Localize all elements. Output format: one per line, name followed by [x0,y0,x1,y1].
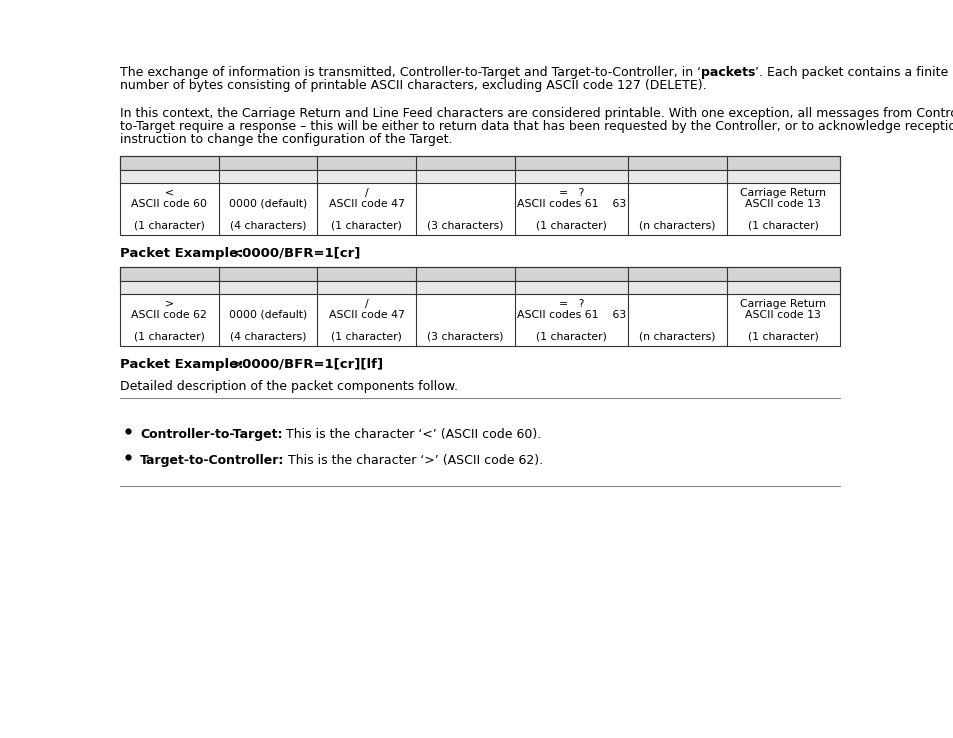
Text: (n characters): (n characters) [639,332,715,342]
Text: Target-to-Controller:: Target-to-Controller: [140,454,284,466]
Text: (1 character): (1 character) [536,221,606,231]
Text: >: > [165,299,173,308]
Bar [120,280,840,294]
Text: ’. Each packet contains a finite: ’. Each packet contains a finite [755,66,947,79]
Text: <: < [165,187,173,198]
Text: packets: packets [700,66,755,79]
Text: This is the character ‘>’ (ASCII code 62).: This is the character ‘>’ (ASCII code 62… [284,454,543,466]
Bar [120,183,840,235]
Text: (3 characters): (3 characters) [427,221,503,231]
Text: instruction to change the configuration of the Target.: instruction to change the configuration … [120,134,452,147]
Text: ASCII codes 61    63: ASCII codes 61 63 [517,310,625,320]
Text: ASCII code 13: ASCII code 13 [744,310,821,320]
Bar [120,266,840,345]
Text: The exchange of information is transmitted, Controller-to-Target and Target-to-C: The exchange of information is transmitt… [120,66,700,79]
Text: 0000 (default): 0000 (default) [229,199,307,209]
Text: =   ?: = ? [558,299,583,308]
Text: ASCII code 13: ASCII code 13 [744,199,821,209]
Text: ASCII code 47: ASCII code 47 [328,310,404,320]
Text: (4 characters): (4 characters) [230,332,306,342]
Text: =   ?: = ? [558,187,583,198]
Text: (1 character): (1 character) [536,332,606,342]
Text: to-Target require a response – this will be either to return data that has been : to-Target require a response – this will… [120,120,953,133]
Text: (1 character): (1 character) [747,221,818,231]
Text: Detailed description of the packet components follow.: Detailed description of the packet compo… [120,380,457,393]
Bar [120,156,840,170]
Text: /: / [364,187,368,198]
Text: number of bytes consisting of printable ASCII characters, excluding ASCII code 1: number of bytes consisting of printable … [120,80,706,92]
Text: This is the character ‘<’ (ASCII code 60).: This is the character ‘<’ (ASCII code 60… [282,428,541,441]
Text: 0000 (default): 0000 (default) [229,310,307,320]
Text: (4 characters): (4 characters) [230,221,306,231]
Text: ASCII code 47: ASCII code 47 [328,199,404,209]
Text: Packet Example:: Packet Example: [120,358,243,370]
Text: (1 character): (1 character) [331,332,401,342]
Bar [120,156,840,235]
Text: Carriage Return: Carriage Return [740,299,825,308]
Text: ASCII code 60: ASCII code 60 [132,199,207,209]
Text: <0000/BFR=1[cr]: <0000/BFR=1[cr] [232,246,361,260]
Text: (1 character): (1 character) [331,221,401,231]
Bar [120,294,840,345]
Text: Carriage Return: Carriage Return [740,187,825,198]
Text: (3 characters): (3 characters) [427,332,503,342]
Bar [120,170,840,183]
Text: (1 character): (1 character) [133,332,205,342]
Text: /: / [364,299,368,308]
Text: >0000/BFR=1[cr][lf]: >0000/BFR=1[cr][lf] [232,358,384,370]
Bar [120,266,840,280]
Text: Controller-to-Target:: Controller-to-Target: [140,428,282,441]
Text: ASCII code 62: ASCII code 62 [132,310,207,320]
Text: (n characters): (n characters) [639,221,715,231]
Text: In this context, the Carriage Return and Line Feed characters are considered pri: In this context, the Carriage Return and… [120,106,953,120]
Text: (1 character): (1 character) [133,221,205,231]
Text: (1 character): (1 character) [747,332,818,342]
Text: Packet Example:: Packet Example: [120,246,243,260]
Text: ASCII codes 61    63: ASCII codes 61 63 [517,199,625,209]
